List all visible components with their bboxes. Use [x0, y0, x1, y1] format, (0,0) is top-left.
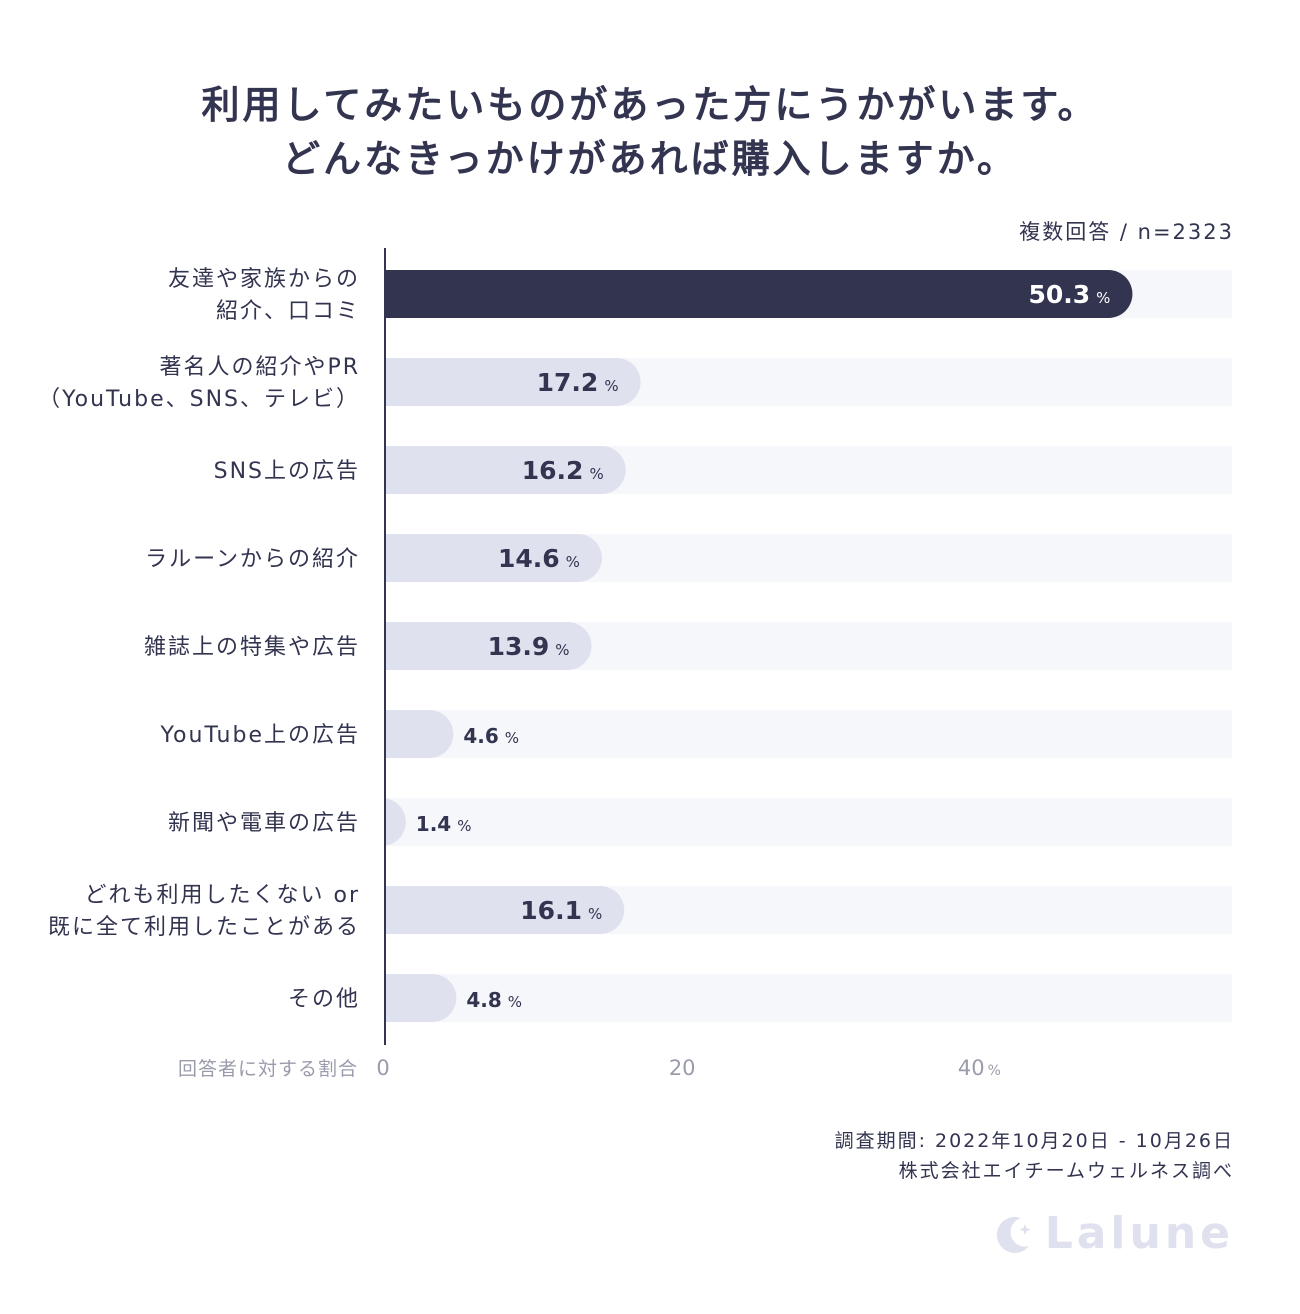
- bar: [381, 798, 406, 846]
- bar-track: [385, 974, 1232, 1022]
- x-tick-label: 20: [669, 1056, 696, 1080]
- category-label: SNS上の広告: [214, 459, 360, 484]
- bar: [385, 446, 626, 494]
- category-label: 紹介、口コミ: [216, 299, 360, 324]
- bar: [385, 710, 454, 758]
- data-label: 16.2%: [522, 456, 604, 485]
- footer: 調査期間: 2022年10月20日 - 10月26日 株式会社エイチームウェルネ…: [835, 1126, 1234, 1186]
- data-label: 4.8%: [466, 988, 522, 1012]
- brand-logo-text: Lalune: [1044, 1208, 1234, 1259]
- bar-track: [385, 798, 1232, 846]
- crescent-moon-star-icon: [996, 1216, 1031, 1253]
- chart-title-line2: どんなきっかけがあれば購入しますか。: [282, 137, 1018, 181]
- chart-title-line1: 利用してみたいものがあった方にうかがいます。: [201, 83, 1099, 127]
- chart-title: 利用してみたいものがあった方にうかがいます。 どんなきっかけがあれば購入しますか…: [0, 78, 1300, 186]
- brand-logo: Lalune: [991, 1208, 1234, 1259]
- bar: [385, 534, 602, 582]
- category-label: 雑誌上の特集や広告: [144, 635, 360, 660]
- data-label: 1.4%: [416, 812, 472, 836]
- data-label: 16.1%: [520, 896, 602, 925]
- x-tick-label: 40%: [958, 1056, 1001, 1080]
- category-label: YouTube上の広告: [160, 723, 360, 748]
- category-label: 新聞や電車の広告: [168, 811, 360, 836]
- category-label: ラルーンからの紹介: [145, 547, 360, 572]
- x-tick-label: 0: [376, 1056, 389, 1080]
- data-label: 50.3%: [1028, 280, 1110, 309]
- data-label: 13.9%: [488, 632, 570, 661]
- data-label: 17.2%: [537, 368, 619, 397]
- bar-track: [385, 710, 1232, 758]
- survey-period: 調査期間: 2022年10月20日 - 10月26日: [834, 1130, 1234, 1152]
- category-label: その他: [288, 987, 360, 1012]
- response-note: 複数回答 / n=2323: [1019, 220, 1234, 244]
- category-label: 既に全て利用したことがある: [48, 915, 360, 940]
- category-label: 著名人の紹介やPR: [159, 355, 360, 380]
- survey-source: 株式会社エイチームウェルネス調べ: [898, 1160, 1234, 1182]
- data-label: 4.6%: [463, 724, 519, 748]
- bar: [385, 974, 457, 1022]
- category-label: 友達や家族からの: [168, 267, 360, 292]
- bar: [385, 622, 592, 670]
- bar: [385, 270, 1133, 318]
- data-label: 14.6%: [498, 544, 580, 573]
- category-label: どれも利用したくない or: [85, 883, 361, 908]
- bar: [385, 358, 641, 406]
- bar: [385, 886, 625, 934]
- x-axis-label: 回答者に対する割合: [178, 1058, 358, 1080]
- category-label: （YouTube、SNS、テレビ）: [38, 387, 360, 412]
